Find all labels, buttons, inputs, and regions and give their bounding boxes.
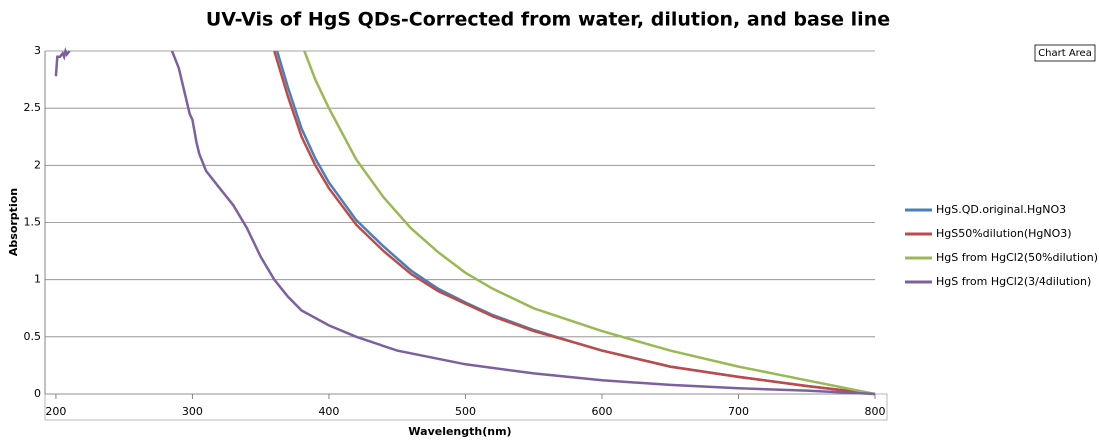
series-line [54, 46, 876, 396]
x-tick-label: 300 [182, 405, 203, 418]
series-line [303, 50, 876, 396]
y-tick-label: 0.5 [24, 330, 42, 343]
y-tick-label: 2 [34, 158, 41, 171]
tooltip: Chart Area [1038, 48, 1092, 59]
y-axis-label: Absorption [7, 188, 20, 256]
y-tick-label: 3 [34, 44, 41, 57]
x-tick-label: 800 [865, 405, 886, 418]
y-tick-label: 0 [34, 387, 41, 400]
x-tick-label: 200 [45, 405, 66, 418]
tooltip-box [1034, 44, 1096, 62]
y-tick-label: 1 [34, 273, 41, 286]
y-tick-label: 1.5 [24, 216, 42, 229]
x-tick-label: 600 [591, 405, 612, 418]
chart-title: UV-Vis of HgS QDs-Corrected from water, … [206, 9, 890, 31]
legend-label: HgS from HgCl2(50%dilution) [936, 251, 1098, 264]
legend-label: HgS.QD.original.HgNO3 [936, 203, 1066, 216]
x-tick-label: 700 [728, 405, 749, 418]
x-tick-label: 400 [318, 405, 339, 418]
x-tick-label: 500 [455, 405, 476, 418]
legend-label: HgS50%dilution(HgNO3) [936, 227, 1072, 240]
y-tick-label: 2.5 [24, 101, 42, 114]
series-line [273, 50, 876, 396]
x-axis-label: Wavelength(nm) [408, 425, 511, 438]
legend-label: HgS from HgCl2(3/4dilution) [936, 275, 1091, 288]
